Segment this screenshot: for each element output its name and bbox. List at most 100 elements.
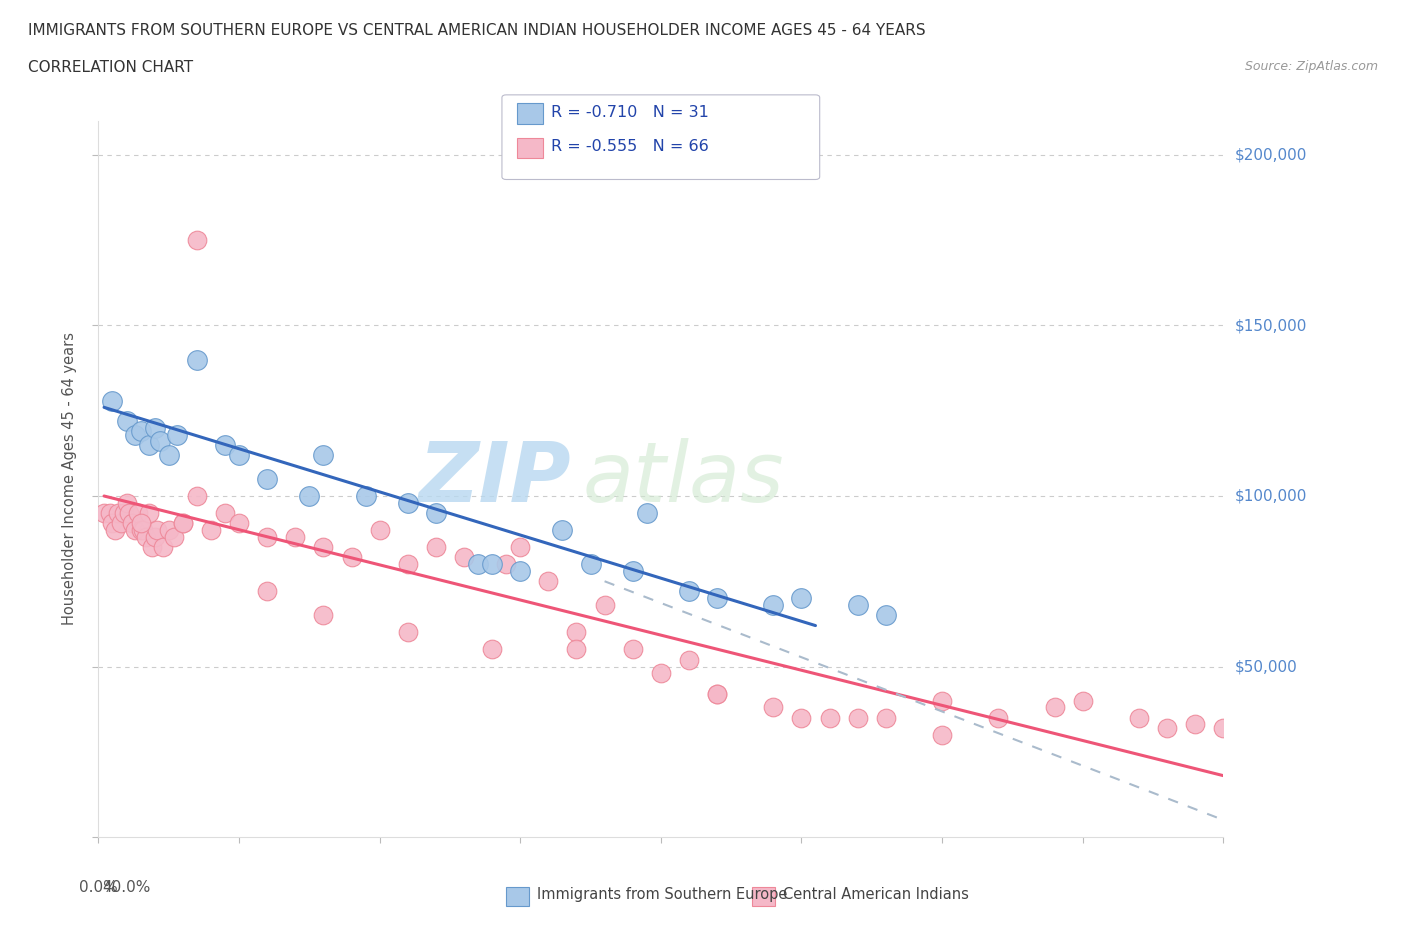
Point	[157, 523, 180, 538]
Point	[1043, 700, 1066, 715]
Point	[1128, 711, 1150, 725]
Text: $100,000: $100,000	[1234, 488, 1306, 503]
Point	[93, 506, 115, 521]
Point	[124, 523, 146, 538]
Point	[790, 711, 813, 725]
Point	[129, 516, 152, 531]
Point	[132, 523, 155, 538]
Point	[110, 516, 132, 531]
Point	[157, 447, 180, 462]
Point	[537, 574, 560, 589]
Point	[214, 506, 236, 521]
Text: 40.0%: 40.0%	[103, 880, 150, 895]
Text: IMMIGRANTS FROM SOUTHERN EUROPE VS CENTRAL AMERICAN INDIAN HOUSEHOLDER INCOME AG: IMMIGRANTS FROM SOUTHERN EUROPE VS CENTR…	[28, 23, 925, 38]
Point	[706, 686, 728, 701]
Point	[284, 529, 307, 544]
Point	[115, 414, 138, 429]
Point	[636, 506, 658, 521]
Point	[312, 447, 335, 462]
Point	[551, 523, 574, 538]
Point	[143, 529, 166, 544]
Point	[565, 642, 588, 657]
Point	[124, 427, 146, 442]
Point	[621, 642, 644, 657]
Text: R = -0.710   N = 31: R = -0.710 N = 31	[551, 105, 709, 120]
Point	[141, 539, 163, 554]
Point	[593, 598, 616, 613]
Text: ZIP: ZIP	[418, 438, 571, 520]
Point	[425, 539, 447, 554]
Point	[149, 434, 172, 449]
Point	[706, 591, 728, 605]
Point	[107, 506, 129, 521]
Point	[104, 523, 127, 538]
Point	[762, 598, 785, 613]
Point	[256, 584, 278, 599]
Point	[138, 437, 160, 452]
Point	[495, 557, 517, 572]
Point	[481, 642, 503, 657]
Point	[312, 608, 335, 623]
Point	[678, 584, 700, 599]
Point	[256, 529, 278, 544]
Text: Central American Indians: Central American Indians	[783, 887, 969, 902]
Point	[146, 523, 169, 538]
Text: 0.0%: 0.0%	[79, 880, 118, 895]
Point	[172, 516, 194, 531]
Text: $150,000: $150,000	[1234, 318, 1306, 333]
Point	[256, 472, 278, 486]
Text: $200,000: $200,000	[1234, 148, 1306, 163]
Point	[762, 700, 785, 715]
Point	[678, 652, 700, 667]
Point	[186, 232, 208, 247]
Point	[987, 711, 1010, 725]
Point	[931, 693, 953, 708]
Text: CORRELATION CHART: CORRELATION CHART	[28, 60, 193, 75]
Point	[467, 557, 489, 572]
Point	[129, 523, 152, 538]
Text: Immigrants from Southern Europe: Immigrants from Southern Europe	[537, 887, 787, 902]
Point	[509, 539, 531, 554]
Point	[214, 437, 236, 452]
Point	[621, 564, 644, 578]
Point	[396, 557, 419, 572]
Point	[152, 539, 174, 554]
Point	[186, 488, 208, 503]
Text: $50,000: $50,000	[1234, 659, 1298, 674]
Point	[650, 666, 672, 681]
Point	[172, 516, 194, 531]
Point	[579, 557, 602, 572]
Point	[931, 727, 953, 742]
Point	[98, 506, 121, 521]
Point	[846, 711, 869, 725]
Point	[143, 420, 166, 435]
Point	[118, 506, 141, 521]
Point	[228, 516, 250, 531]
Text: Source: ZipAtlas.com: Source: ZipAtlas.com	[1244, 60, 1378, 73]
Point	[127, 506, 149, 521]
Point	[509, 564, 531, 578]
Point	[1184, 717, 1206, 732]
Point	[875, 711, 897, 725]
Point	[425, 506, 447, 521]
Point	[846, 598, 869, 613]
Point	[129, 424, 152, 439]
Point	[138, 506, 160, 521]
Point	[354, 488, 377, 503]
Point	[875, 608, 897, 623]
Point	[101, 393, 124, 408]
Text: R = -0.555   N = 66: R = -0.555 N = 66	[551, 140, 709, 154]
Point	[481, 557, 503, 572]
Point	[298, 488, 321, 503]
Point	[565, 625, 588, 640]
Point	[135, 529, 157, 544]
Y-axis label: Householder Income Ages 45 - 64 years: Householder Income Ages 45 - 64 years	[62, 332, 77, 626]
Point	[228, 447, 250, 462]
Point	[1071, 693, 1094, 708]
Point	[368, 523, 391, 538]
Point	[340, 550, 363, 565]
Point	[166, 427, 188, 442]
Point	[396, 625, 419, 640]
Point	[818, 711, 841, 725]
Point	[706, 686, 728, 701]
